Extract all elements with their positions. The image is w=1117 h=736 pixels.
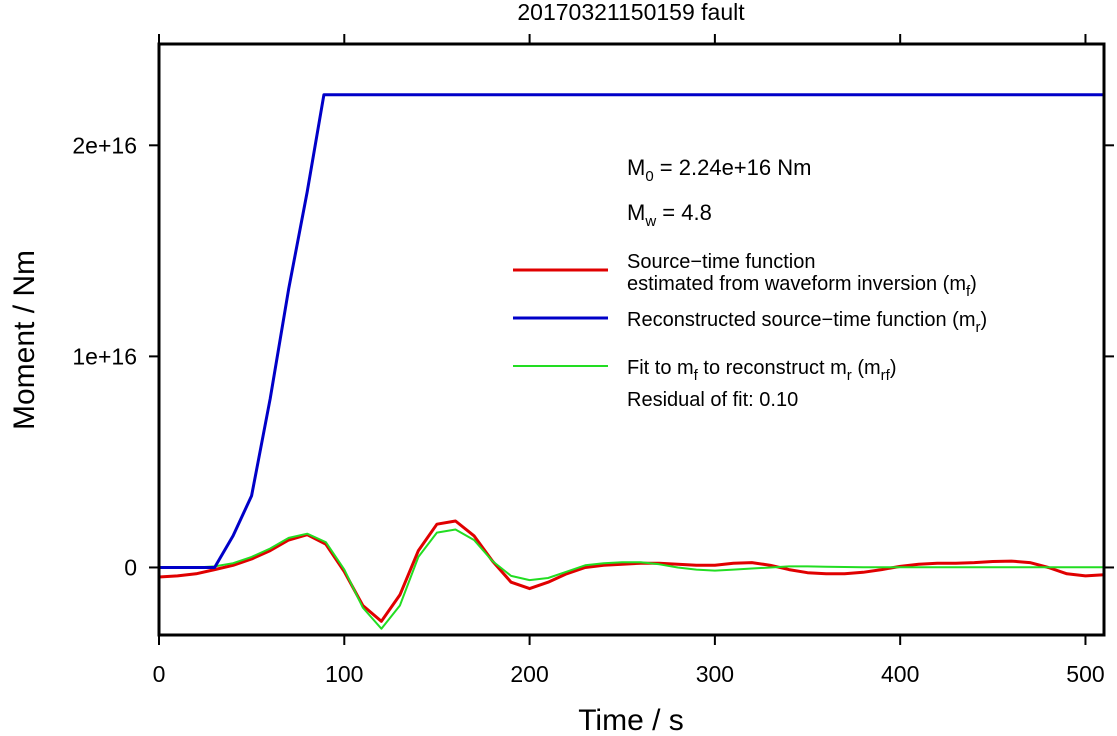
- series-line-2: [159, 528, 1104, 630]
- residual-label: Residual of fit: 0.10: [627, 389, 798, 411]
- x-tick-label-5: 500: [1066, 661, 1104, 687]
- x-tick-label-0: 0: [153, 661, 166, 687]
- x-tick-label-1: 100: [325, 661, 363, 687]
- x-axis: 0 100 200 300 400 500: [153, 34, 1105, 687]
- y-tick-label-1: 1e+16: [72, 343, 137, 369]
- series-layer: [158, 93, 1105, 630]
- y-tick-label-2: 2e+16: [72, 132, 137, 158]
- annotation-mw: Mw = 4.8: [627, 200, 712, 230]
- series-line-1: [159, 93, 1104, 569]
- y-tick-label-0: 0: [124, 554, 137, 580]
- x-tick-label-3: 300: [696, 661, 734, 687]
- y-axis: 0 1e+16 2e+16: [72, 132, 1114, 580]
- legend-label-0-1: estimated from waveform inversion (mf): [627, 273, 977, 300]
- annotations: M0 = 2.24e+16 Nm Mw = 4.8: [627, 155, 811, 230]
- x-axis-title: Time / s: [578, 704, 684, 736]
- series-line-0: [158, 519, 1105, 623]
- x-tick-label-4: 400: [881, 661, 919, 687]
- legend-label-2-0: Fit to mf to reconstruct mr (mrf): [627, 357, 897, 384]
- chart-title: 20170321150159 fault: [517, 0, 745, 25]
- annotation-m0: M0 = 2.24e+16 Nm: [627, 155, 811, 185]
- plot-frame: [157, 42, 1106, 637]
- y-axis-title: Moment / Nm: [8, 250, 41, 430]
- legend-label-1-0: Reconstructed source−time function (mr): [627, 309, 987, 336]
- x-tick-label-2: 200: [510, 661, 548, 687]
- legend-label-0-0: Source−time function: [627, 251, 815, 273]
